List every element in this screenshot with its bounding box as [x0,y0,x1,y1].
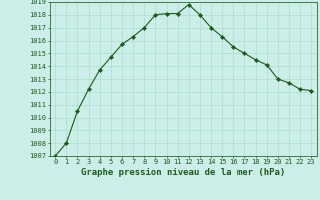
X-axis label: Graphe pression niveau de la mer (hPa): Graphe pression niveau de la mer (hPa) [81,168,285,177]
